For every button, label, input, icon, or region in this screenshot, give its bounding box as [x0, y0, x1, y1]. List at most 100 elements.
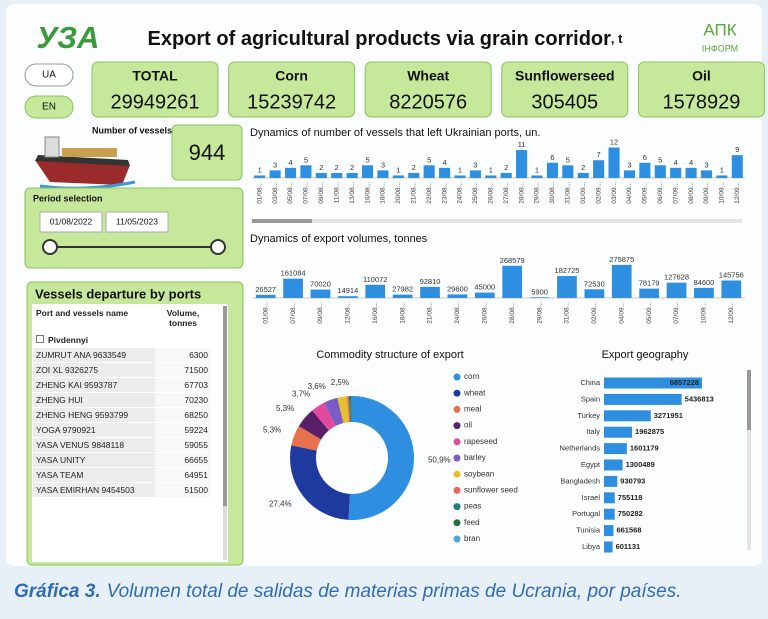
vessel-volume: 67703 — [155, 378, 211, 392]
x-tick-label: 06/09... — [657, 182, 664, 204]
x-tick-label: 05/09... — [642, 182, 649, 204]
bar — [604, 541, 613, 553]
lang-button[interactable] — [24, 63, 74, 87]
bar — [584, 289, 605, 298]
x-tick-label: 31/08... — [565, 182, 572, 204]
table-row: ZHENG HENG 9593799 68250 — [33, 408, 223, 423]
data-label: 5 — [658, 155, 662, 164]
x-tick-label: 12/09... — [728, 302, 735, 324]
bar — [255, 294, 276, 298]
legend-label: wheat — [463, 388, 486, 397]
slice — [346, 396, 351, 423]
group-toggle[interactable] — [36, 335, 44, 343]
legend-marker — [453, 405, 461, 413]
kpi-label: Corn — [275, 68, 308, 84]
scroll-thumb[interactable] — [747, 370, 751, 430]
bar — [377, 170, 389, 178]
bar — [666, 282, 687, 298]
x-tick-label: 12/08... — [345, 302, 352, 324]
data-label: 1 — [458, 165, 462, 174]
x-tick-label: 01/09... — [580, 182, 587, 204]
bar — [346, 172, 358, 178]
legend-label: feed — [464, 518, 480, 527]
date-end[interactable]: 11/05/2023 — [116, 216, 158, 226]
data-label: 661568 — [616, 526, 641, 535]
data-label: 161084 — [281, 269, 306, 278]
vessel-name: YASA VENUS 9848118 — [33, 438, 155, 452]
y-tick-label: Italy — [586, 427, 600, 436]
data-label: 26527 — [255, 285, 276, 294]
chart-title: Commodity structure of export — [316, 349, 463, 361]
data-label: 6 — [550, 153, 554, 162]
bar — [604, 475, 618, 487]
bar — [439, 167, 451, 178]
x-tick-label: 16/08... — [364, 182, 371, 204]
bar — [604, 525, 614, 537]
kpi-label: TOTAL — [132, 68, 178, 84]
data-label: 1 — [396, 165, 400, 174]
slice — [350, 396, 352, 423]
data-label: 27,4% — [269, 499, 292, 508]
table-row: ZUMRUT ANA 9633549 6300 — [33, 348, 223, 363]
bar — [604, 508, 615, 520]
bar — [469, 170, 481, 178]
date-start[interactable]: 01/08/2022 — [50, 216, 93, 226]
lang-label[interactable]: EN — [42, 102, 56, 113]
data-label: 12 — [610, 138, 618, 147]
table-row: YASA VENUS 9848118 59055 — [33, 438, 223, 453]
logo-left: УЗА — [37, 20, 100, 55]
bar — [502, 265, 523, 298]
vessels-label: Number of vessels — [92, 125, 172, 135]
slice — [312, 402, 336, 431]
legend-marker — [453, 373, 461, 381]
slider-handle[interactable] — [42, 239, 58, 255]
legend-marker — [453, 535, 461, 543]
data-label: 2 — [581, 163, 585, 172]
kpi-card — [364, 61, 492, 118]
y-tick-label: Bangladesh — [560, 476, 600, 485]
x-tick-label: 28/08... — [518, 182, 525, 204]
y-tick-label: Netherlands — [560, 444, 601, 453]
legend-label: barley — [464, 453, 486, 462]
data-label: 6857228 — [670, 378, 699, 387]
chart-title: Dynamics of export volumes, tonnes — [250, 233, 428, 245]
bar — [392, 175, 404, 178]
table-row: ZHENG KAI 9593787 67703 — [33, 378, 223, 393]
data-label: 2,5% — [331, 378, 349, 387]
data-label: 9 — [735, 145, 739, 154]
x-tick-label: 11/08... — [333, 182, 340, 203]
x-tick-label: 02/09... — [595, 182, 602, 204]
column-header: Volume, tonnes — [155, 306, 211, 330]
date-input[interactable] — [39, 211, 103, 233]
data-label: 5 — [365, 155, 369, 164]
lang-button[interactable] — [24, 95, 74, 119]
bar — [639, 288, 659, 298]
slider-handle[interactable] — [210, 239, 226, 255]
legend-label: sunflower seed — [464, 486, 518, 495]
vessel-name: YASA EMIRHAN 9454503 — [33, 483, 155, 497]
logo-right-sub: ІНФОРМ — [702, 43, 738, 53]
legend-label: rapeseed — [464, 437, 497, 446]
lang-label[interactable]: UA — [42, 70, 56, 81]
scroll-thumb[interactable] — [252, 219, 312, 223]
kpi-card — [501, 61, 629, 118]
data-label: 5 — [304, 155, 308, 164]
vessel-name: ZHENG HUI — [33, 393, 155, 407]
x-tick-label: 07/09... — [672, 182, 679, 204]
bar — [423, 165, 435, 178]
bar — [700, 170, 713, 178]
kpi-value: 8220576 — [389, 91, 467, 113]
x-tick-label: 18/08... — [399, 302, 406, 324]
bar — [654, 165, 666, 178]
date-input[interactable] — [105, 211, 169, 233]
vessel-name: YASA TEAM — [33, 468, 155, 482]
data-label: 1 — [720, 165, 724, 174]
legend-label: soybean — [464, 469, 494, 478]
scroll-thumb[interactable] — [223, 306, 227, 506]
period-label: Period selection — [33, 193, 103, 203]
legend-marker — [453, 470, 461, 478]
data-label: 930793 — [620, 476, 645, 485]
data-label: 275875 — [609, 255, 634, 264]
data-label: 2 — [319, 163, 323, 172]
